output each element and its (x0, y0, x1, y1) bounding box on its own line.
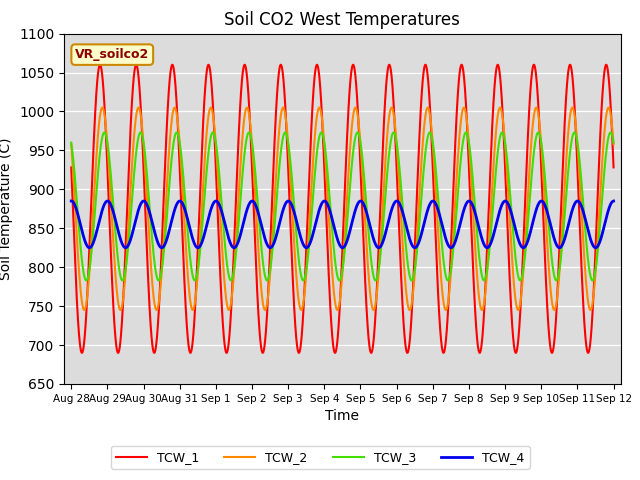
TCW_1 (67, 165, 75, 170)
TCW_4 (140, 198, 147, 204)
TCW_4 (325, 205, 333, 211)
TCW_4 (296, 229, 303, 235)
X-axis label: Time: Time (325, 409, 360, 423)
TCW_2 (207, 105, 214, 110)
TCW_2 (81, 307, 88, 313)
TCW_3 (593, 254, 601, 260)
TCW_1 (461, 94, 469, 99)
Line: TCW_3: TCW_3 (71, 132, 614, 280)
Y-axis label: Soil Temperature (C): Soil Temperature (C) (0, 138, 13, 280)
TCW_2 (610, 142, 618, 147)
TCW_1 (593, 206, 601, 212)
TCW_3 (209, 130, 217, 135)
TCW_4 (194, 245, 202, 251)
TCW_4 (67, 198, 75, 204)
Line: TCW_4: TCW_4 (71, 201, 614, 248)
TCW_3 (300, 277, 308, 283)
Line: TCW_1: TCW_1 (71, 65, 614, 353)
TCW_1 (325, 281, 333, 287)
TCW_4 (461, 203, 469, 208)
TCW_3 (296, 262, 303, 267)
TCW_1 (296, 349, 303, 355)
Text: VR_soilco2: VR_soilco2 (75, 48, 149, 61)
TCW_2 (300, 298, 308, 303)
TCW_2 (593, 245, 601, 251)
TCW_3 (155, 277, 163, 283)
TCW_4 (593, 244, 601, 250)
TCW_2 (566, 112, 574, 118)
Title: Soil CO2 West Temperatures: Soil CO2 West Temperatures (225, 11, 460, 29)
Line: TCW_2: TCW_2 (71, 108, 614, 310)
TCW_2 (461, 108, 469, 114)
TCW_3 (67, 140, 75, 145)
TCW_4 (610, 198, 618, 204)
TCW_1 (78, 350, 86, 356)
TCW_3 (566, 148, 574, 154)
TCW_1 (610, 165, 618, 170)
TCW_2 (67, 142, 75, 147)
Legend: TCW_1, TCW_2, TCW_3, TCW_4: TCW_1, TCW_2, TCW_3, TCW_4 (111, 446, 529, 469)
TCW_4 (300, 242, 308, 248)
TCW_2 (296, 302, 303, 308)
TCW_3 (325, 189, 333, 195)
TCW_2 (325, 221, 333, 227)
TCW_4 (566, 215, 574, 220)
TCW_1 (566, 62, 574, 68)
TCW_3 (610, 140, 618, 145)
TCW_1 (132, 62, 140, 68)
TCW_1 (300, 303, 308, 309)
TCW_3 (461, 130, 469, 135)
